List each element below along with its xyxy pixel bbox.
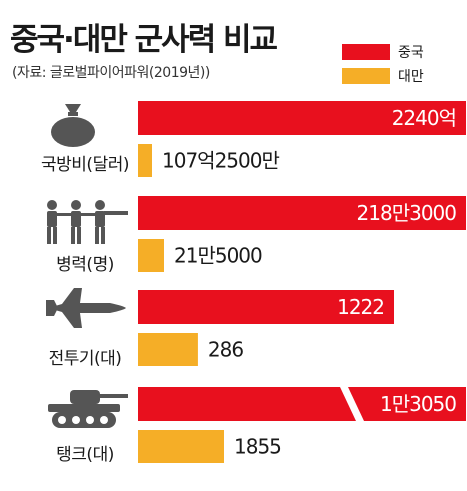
- fighter-jet-icon: [46, 288, 126, 328]
- legend-label-china: 중국: [398, 45, 424, 61]
- bar-china-0: [138, 101, 466, 135]
- bar-taiwan-2: [138, 333, 198, 366]
- bar-taiwan-0: [138, 144, 152, 177]
- chart-title: 중국·대만 군사력 비교: [10, 22, 278, 58]
- chart-source: (자료: 글로벌파이어파워(2019년)): [12, 65, 210, 81]
- bar-label-china-3: 1만3050: [380, 392, 456, 416]
- bar-china-1: [138, 196, 466, 230]
- legend-label-taiwan: 대만: [398, 69, 424, 85]
- bar-taiwan-3: [138, 430, 224, 463]
- soldiers-icon: [47, 200, 128, 244]
- legend-item-china: 중국: [342, 44, 424, 61]
- tank-icon: [48, 390, 128, 428]
- legend-item-taiwan: 대만: [342, 68, 424, 85]
- bar-label-china-0: 2240억: [392, 106, 456, 130]
- axis-break-mark: [340, 387, 364, 421]
- bar-china-3: [138, 387, 466, 421]
- bar-label-china-1: 218만3000: [357, 201, 457, 225]
- category-label-troops: 병력(명): [56, 255, 114, 275]
- bar-label-taiwan-3: 1855: [234, 435, 281, 459]
- category-label-budget: 국방비(달러): [41, 155, 129, 175]
- money-bag-icon: [51, 104, 95, 147]
- bar-label-taiwan-1: 21만5000: [174, 244, 262, 268]
- legend-swatch-china: [342, 44, 390, 60]
- legend-swatch-taiwan: [342, 68, 390, 84]
- category-label-fighters: 전투기(대): [48, 349, 122, 369]
- bar-label-taiwan-0: 107억2500만: [162, 149, 279, 173]
- bar-label-taiwan-2: 286: [208, 338, 243, 362]
- bar-taiwan-1: [138, 239, 164, 272]
- category-label-tanks: 탱크(대): [56, 445, 114, 465]
- bar-china-2: [138, 290, 394, 324]
- bar-label-china-2: 1222: [337, 295, 384, 319]
